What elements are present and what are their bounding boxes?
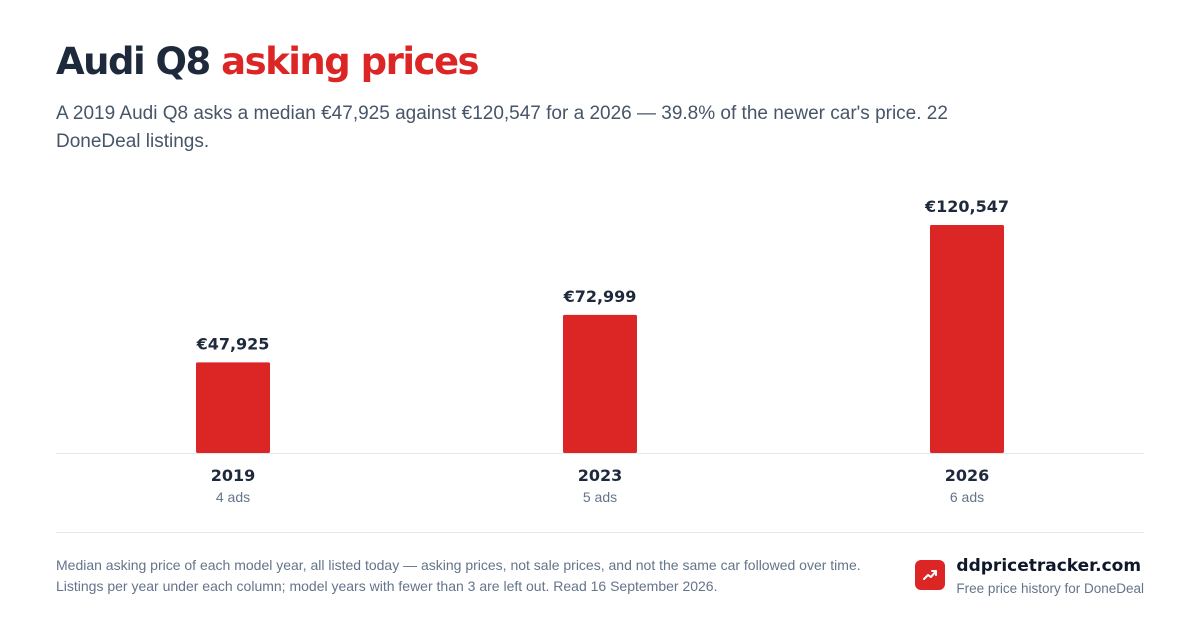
bar-2023 (563, 314, 637, 453)
bar-2026 (930, 225, 1004, 453)
ads-count-label: 5 ads (583, 489, 617, 505)
category-label: 2026 (945, 466, 990, 485)
title-accent: asking prices (221, 40, 479, 83)
ads-count-label: 4 ads (216, 489, 250, 505)
ads-count-label: 6 ads (950, 489, 984, 505)
bar-2019 (196, 362, 270, 453)
bar-chart: €47,925 2019 4 ads €72,999 2023 5 ads €120,547… (56, 197, 1144, 505)
subtitle: A 2019 Audi Q8 asks a median €47,925 aga… (56, 103, 948, 152)
brand-tagline: Free price history for DoneDeal (956, 581, 1144, 596)
value-label: €47,925 (196, 334, 270, 353)
title-main: Audi Q8 (56, 40, 211, 83)
category-label: 2023 (578, 466, 623, 485)
value-label: €72,999 (563, 287, 637, 306)
brand[interactable]: ddpricetracker.com Free price history fo… (915, 555, 1144, 596)
category-label: 2019 (211, 466, 256, 485)
brand-name: ddpricetracker.com (956, 556, 1142, 576)
footnote: Median asking price of each model year, … (56, 557, 861, 594)
trending-up-icon (915, 560, 946, 590)
footer-divider (56, 532, 1144, 533)
value-label: €120,547 (924, 197, 1009, 216)
page-title: Audi Q8 asking prices (56, 40, 480, 83)
